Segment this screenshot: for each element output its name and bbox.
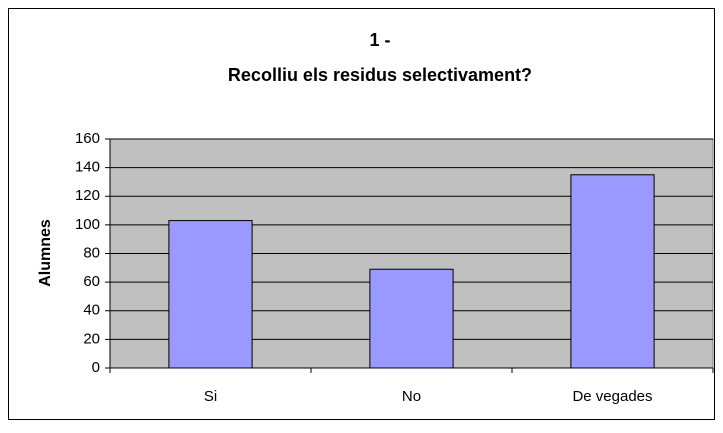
y-tick-label: 80 bbox=[83, 244, 100, 261]
x-tick-label: Si bbox=[204, 388, 217, 405]
chart-title: Recolliu els residus selectivament? bbox=[228, 65, 532, 85]
y-tick-label: 60 bbox=[83, 273, 100, 290]
y-tick-label: 40 bbox=[83, 302, 100, 319]
y-tick-label: 160 bbox=[75, 130, 100, 147]
y-axis-label: Alumnes bbox=[37, 219, 54, 287]
y-tick-label: 100 bbox=[75, 216, 100, 233]
bar bbox=[570, 174, 655, 369]
chart-title: 1 - bbox=[369, 30, 390, 50]
bar bbox=[369, 268, 454, 369]
x-tick-label: No bbox=[402, 388, 421, 405]
y-tick-label: 120 bbox=[75, 187, 100, 204]
y-tick-label: 0 bbox=[92, 359, 100, 376]
y-tick-label: 20 bbox=[83, 330, 100, 347]
x-tick-label: De vegades bbox=[572, 388, 652, 405]
y-tick-label: 140 bbox=[75, 159, 100, 176]
bar bbox=[168, 220, 253, 369]
